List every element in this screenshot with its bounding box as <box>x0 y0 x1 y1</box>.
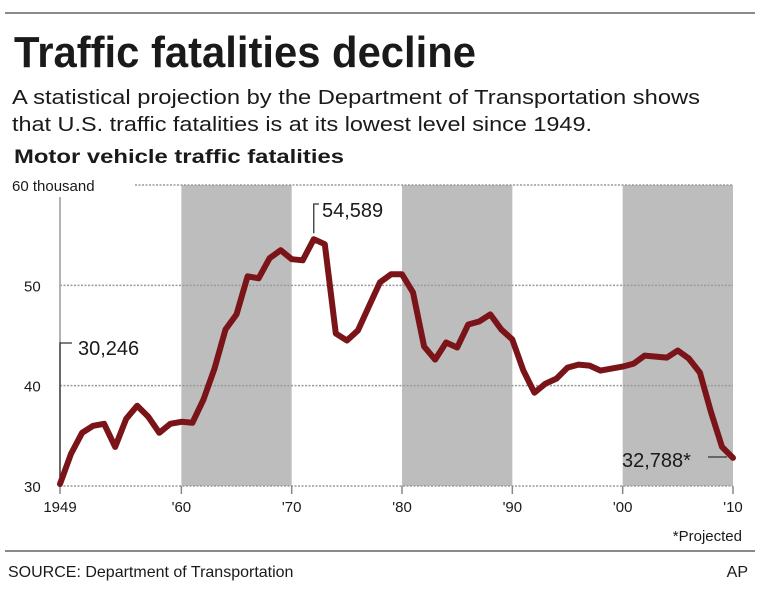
series-line <box>57 236 736 487</box>
x-tick-label: '60 <box>172 499 192 516</box>
y-tick-label: 30 <box>24 479 41 496</box>
x-tick-label: '80 <box>392 499 412 516</box>
x-tick-label: '00 <box>613 499 633 516</box>
projected-note: *Projected <box>673 528 742 545</box>
credit: AP <box>727 564 748 581</box>
callout-leader <box>59 342 72 480</box>
y-tick-label: 40 <box>24 379 41 396</box>
subtitle-line-1: A statistical projection by the Departme… <box>12 87 700 109</box>
callout-label: 30,246 <box>78 338 139 360</box>
y-tick-label: 50 <box>24 278 41 295</box>
x-tick-label: '90 <box>503 499 523 516</box>
x-tick-label: '70 <box>282 499 302 516</box>
callout-leader <box>313 203 319 234</box>
chart-title: Motor vehicle traffic fatalities <box>14 147 344 168</box>
x-tick-label: '10 <box>723 499 743 516</box>
subtitle-line-2: that U.S. traffic fatalities is at its l… <box>12 114 592 136</box>
title: Traffic fatalities decline <box>14 28 476 77</box>
y-tick-label: 60 thousand <box>12 178 95 195</box>
x-tick-label: 1949 <box>43 499 76 516</box>
decade-band <box>622 185 733 486</box>
decade-band <box>402 185 513 486</box>
callout-label: 54,589 <box>322 200 383 222</box>
callout-label: 32,788* <box>622 450 691 472</box>
source: SOURCE: Department of Transportation <box>8 564 293 581</box>
decade-band <box>181 185 292 486</box>
